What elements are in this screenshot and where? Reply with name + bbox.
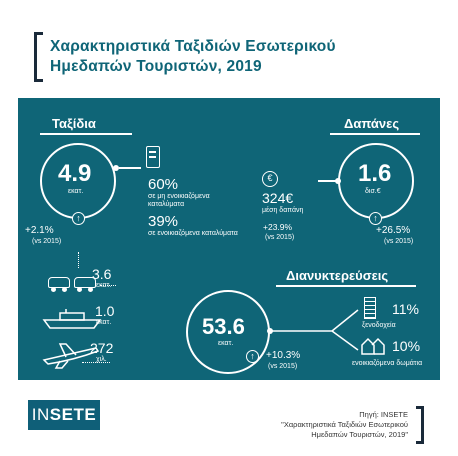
nights-change: +10.3% bbox=[266, 350, 301, 361]
spending-connector-dot bbox=[335, 178, 341, 184]
nights-total-unit: εκατ. bbox=[218, 340, 234, 347]
trips-heading: Ταξίδια bbox=[52, 116, 96, 131]
road-value: 3.6 bbox=[92, 266, 112, 282]
spending-arrow-up-icon: ↑ bbox=[369, 212, 382, 225]
source-line-2: "Χαρακτηριστικά Ταξιδιών Εσωτερικού bbox=[281, 420, 408, 429]
trips-total-unit: εκατ. bbox=[68, 188, 84, 195]
hotel-icon bbox=[364, 297, 376, 319]
avg-spending-change-note: (vs 2015) bbox=[265, 234, 295, 241]
title-line-1: Χαρακτηριστικά Ταξιδιών Εσωτερικού bbox=[50, 38, 336, 55]
air-value: 272 bbox=[90, 340, 114, 356]
nights-total: 53.6 bbox=[202, 314, 245, 339]
suitcase-icon bbox=[146, 146, 160, 168]
avg-spending: 324€ bbox=[262, 190, 294, 206]
rented-pct: 39% bbox=[148, 213, 179, 230]
nights-heading-underline bbox=[276, 285, 416, 287]
house-icon bbox=[361, 337, 385, 355]
transport-connector bbox=[78, 252, 79, 268]
spending-heading: Δαπάνες bbox=[344, 116, 400, 131]
spending-change-note: (vs 2015) bbox=[384, 238, 414, 245]
trips-change-note: (vs 2015) bbox=[32, 238, 62, 245]
non-rented-label: σε μη ενοικιαζόμενα καταλύματα bbox=[148, 193, 210, 208]
trips-heading-underline bbox=[40, 133, 132, 135]
rooms-label: ενοικιαζόμενα δωμάτια bbox=[352, 360, 423, 367]
source-note: Πηγή: INSETE "Χαρακτηριστικά Ταξιδιών Εσ… bbox=[281, 410, 408, 440]
air-unit: χιλ. bbox=[96, 356, 107, 363]
ship-icon bbox=[42, 309, 102, 329]
avg-spending-label: μέση δαπάνη bbox=[262, 207, 304, 214]
spending-heading-underline bbox=[330, 133, 420, 135]
page-title: Χαρακτηριστικά Ταξιδιών Εσωτερικού Ημεδα… bbox=[50, 37, 336, 77]
euro-icon: € bbox=[262, 171, 278, 187]
spending-change: +26.5% bbox=[376, 225, 411, 236]
car-icon bbox=[48, 273, 100, 295]
insete-logo: INSETE bbox=[28, 400, 100, 430]
trips-change: +2.1% bbox=[25, 225, 54, 236]
spending-connector-line bbox=[318, 180, 336, 182]
trips-connector-dot bbox=[113, 165, 119, 171]
nights-heading: Διανυκτερεύσεις bbox=[286, 268, 389, 283]
hotels-pct: 11% bbox=[392, 301, 419, 317]
sea-unit: εκατ. bbox=[96, 319, 112, 326]
source-bracket bbox=[416, 406, 424, 444]
air-dots bbox=[82, 362, 110, 363]
rooms-pct: 10% bbox=[392, 338, 421, 354]
title-line-2: Ημεδαπών Τουριστών, 2019 bbox=[50, 58, 262, 75]
road-dots bbox=[100, 285, 116, 286]
nights-connector-dot bbox=[267, 328, 273, 334]
title-bracket bbox=[34, 32, 43, 82]
sea-value: 1.0 bbox=[95, 303, 115, 319]
nights-arrow-up-icon: ↑ bbox=[246, 350, 259, 363]
avg-spending-change: +23.9% bbox=[263, 222, 293, 232]
nights-change-note: (vs 2015) bbox=[268, 363, 298, 370]
nights-bracket-lines bbox=[272, 309, 359, 351]
spending-total: 1.6 bbox=[358, 160, 392, 187]
source-line-3: Ημεδαπών Τουριστών, 2019" bbox=[311, 430, 408, 439]
plane-icon bbox=[42, 343, 100, 369]
source-line-1: Πηγή: INSETE bbox=[359, 410, 408, 419]
road-unit: εκατ. bbox=[96, 282, 112, 289]
trips-total: 4.9 bbox=[58, 160, 92, 187]
non-rented-pct: 60% bbox=[148, 176, 179, 193]
rented-label: σε ενοικιαζόμενα καταλύματα bbox=[148, 230, 238, 237]
spending-total-unit: δισ.€ bbox=[365, 188, 381, 195]
logo-sete: SETE bbox=[49, 405, 97, 424]
logo-in: IN bbox=[31, 405, 50, 424]
trips-connector-line bbox=[119, 167, 141, 169]
hotels-label: ξενοδοχεία bbox=[362, 322, 396, 329]
arrow-up-icon: ↑ bbox=[72, 212, 85, 225]
